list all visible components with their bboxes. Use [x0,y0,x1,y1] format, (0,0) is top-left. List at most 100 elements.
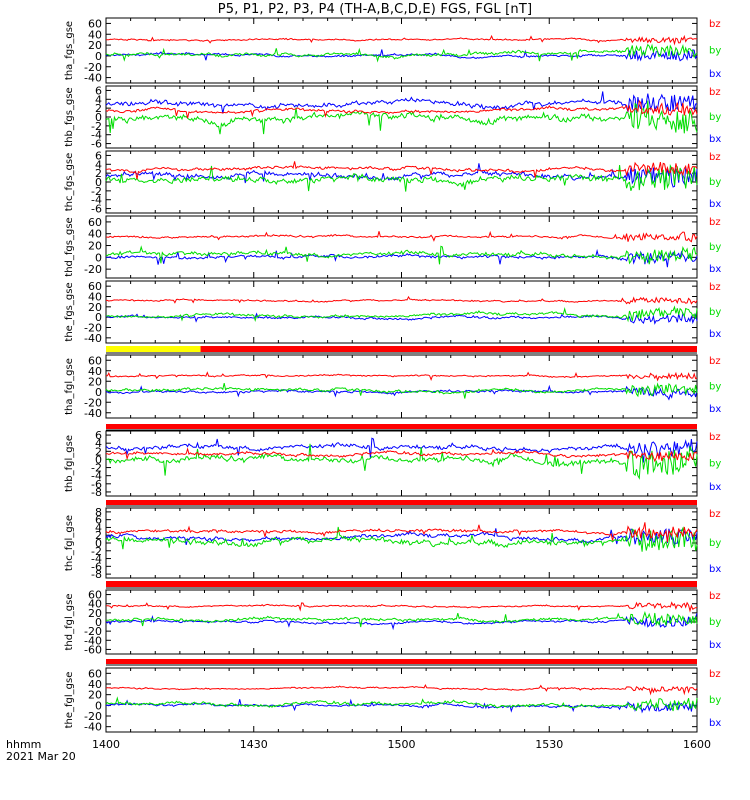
ytick-label-2-3: 0 [95,176,102,189]
ytick-label-0-0: 60 [88,17,102,30]
series-by-2 [105,163,698,192]
series-bz-1 [105,99,698,119]
legend-bx-1: bx [709,134,721,145]
ytick-label-6-2: 2 [95,445,102,458]
ytick-label-2-0: 6 [95,149,102,162]
series-bz-4 [106,295,698,305]
ytick-label-9-1: 40 [88,678,102,691]
ytick-label-6-5: -4 [91,470,102,483]
ytick-label-0-5: -40 [84,72,102,85]
ytick-label-5-2: 20 [88,375,102,388]
ytick-label-5-1: 40 [88,365,102,378]
legend-by-4: by [709,307,721,318]
legend-by-3: by [709,242,721,253]
ytick-label-1-4: -2 [91,120,102,133]
series-bz-7 [105,522,698,543]
legend-by-5: by [709,382,721,393]
ytick-label-4-5: -40 [84,332,102,345]
ytick-label-6-1: 4 [95,437,102,450]
ytick-label-4-4: -20 [84,322,102,335]
ylabel-8: thd_fgl_gse [64,594,75,651]
series-bx-1 [105,91,698,114]
series-bx-6 [105,437,698,463]
legend-bx-5: bx [709,404,721,415]
ylabel-9: the_fgl_gse [64,672,75,729]
panel-frame-1 [105,85,698,149]
ytick-label-7-4: 0 [95,537,102,550]
series-bx-4 [105,311,698,325]
ytick-label-1-3: 0 [95,111,102,124]
ytick-label-2-4: -2 [91,185,102,198]
xtick-label-2: 1500 [388,738,416,751]
series-bz-2 [105,161,698,180]
legend-by-2: by [709,177,721,188]
ytick-label-9-5: -40 [84,721,102,734]
legend-bx-4: bx [709,329,721,340]
series-bx-2 [105,163,698,188]
ytick-label-2-6: -6 [91,203,102,216]
ylabel-3: thd_fgs_gse [64,217,75,276]
series-by-0 [105,43,698,63]
xtick-label-0: 1400 [92,738,120,751]
legend-bz-2: bz [709,152,721,163]
ytick-label-6-7: -8 [91,486,102,499]
xtick-label-4: 1600 [683,738,711,751]
series-by-3 [105,245,698,265]
status-bar-1-0 [106,424,697,429]
legend-bx-3: bx [709,264,721,275]
ytick-label-3-3: 0 [95,251,102,264]
series-by-8 [105,610,698,628]
series-by-6 [105,443,698,480]
ytick-label-8-4: -20 [84,625,102,638]
ytick-label-0-1: 40 [88,28,102,41]
ytick-label-4-1: 40 [88,291,102,304]
series-bz-8 [106,601,698,613]
ytick-label-7-1: 6 [95,514,102,527]
ytick-label-8-2: 20 [88,607,102,620]
ytick-label-9-2: 20 [88,689,102,702]
status-bar-0-1 [200,346,697,352]
legend-bx-0: bx [709,69,721,80]
ytick-label-5-0: 60 [88,354,102,367]
ytick-label-8-0: 60 [88,589,102,602]
series-by-5 [105,382,698,399]
series-bz-9 [105,683,698,696]
ytick-label-9-3: 0 [95,699,102,712]
ytick-label-1-0: 6 [95,84,102,97]
legend-by-7: by [709,538,721,549]
ytick-label-7-6: -4 [91,553,102,566]
legend-bx-6: bx [709,482,721,493]
ylabel-4: the_fgs_gse [64,282,75,341]
ytick-label-3-4: -20 [84,263,102,276]
series-bz-3 [105,230,698,243]
ylabel-6: thb_fgl_gse [64,435,75,492]
ylabel-0: tha_fgs_gse [64,21,75,80]
legend-bz-8: bz [709,591,721,602]
ytick-label-0-3: 0 [95,50,102,63]
status-bar-3-0 [106,581,697,587]
ytick-label-3-2: 20 [88,240,102,253]
ytick-label-9-4: -20 [84,710,102,723]
series-by-9 [105,696,698,712]
series-by-7 [105,526,698,552]
panel-frame-5 [105,354,698,419]
legend-bz-1: bz [709,87,721,98]
ytick-label-1-1: 4 [95,93,102,106]
ytick-label-0-2: 20 [88,39,102,52]
panel-frame-6 [105,430,698,497]
ytick-label-4-0: 60 [88,280,102,293]
series-bz-6 [106,447,698,463]
legend-by-1: by [709,112,721,123]
legend-bz-3: bz [709,217,721,228]
legend-by-6: by [709,459,721,470]
ylabel-1: thb_fgs_gse [64,87,75,146]
status-bar-4-0 [106,659,697,664]
series-bz-5 [106,371,698,382]
legend-bz-9: bz [709,669,721,680]
ytick-label-8-1: 40 [88,598,102,611]
ytick-label-1-2: 2 [95,102,102,115]
panel-frame-9 [105,667,698,733]
ytick-label-6-4: -2 [91,462,102,475]
ytick-label-9-0: 60 [88,667,102,680]
